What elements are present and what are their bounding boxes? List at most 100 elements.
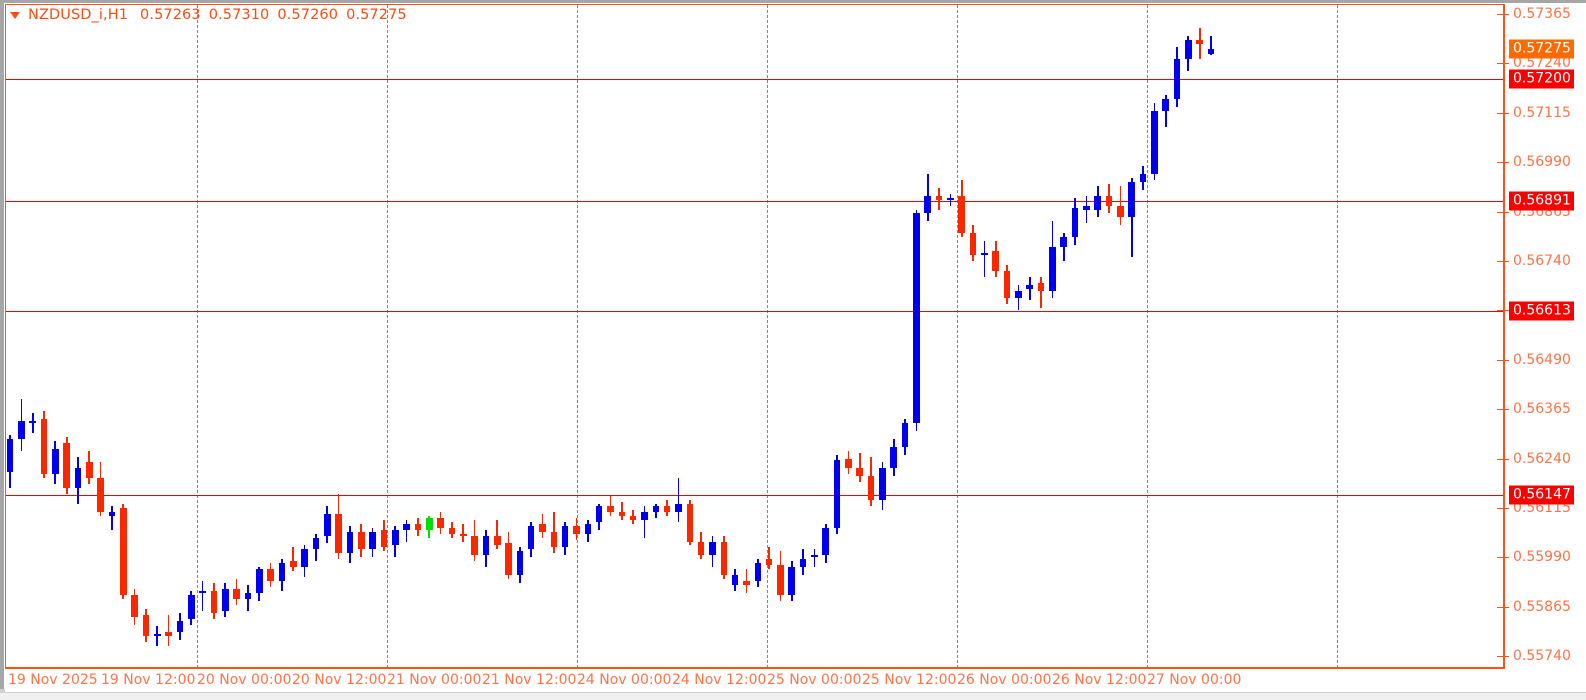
candle-body	[369, 531, 376, 550]
candle-wick	[745, 569, 748, 593]
candle-body	[1196, 39, 1203, 44]
candle-body	[74, 468, 82, 489]
candle-body	[901, 422, 909, 447]
price-tick	[1497, 656, 1503, 658]
price-level-tag[interactable]: 0.57200	[1509, 69, 1574, 89]
candle-body	[550, 531, 558, 548]
candle-wick	[1085, 195, 1088, 224]
candle-body	[1049, 247, 1056, 291]
time-axis[interactable]: 19 Nov 2025 19 Nov 12:00 20 Nov 00:00 20 No…	[5, 668, 1504, 692]
candle-body	[720, 541, 728, 576]
price-tick	[1497, 606, 1503, 608]
price-tick	[1497, 162, 1503, 164]
price-tick	[1497, 211, 1503, 213]
candle-body	[561, 525, 569, 548]
candle-body	[709, 541, 716, 556]
price-level-line[interactable]	[6, 201, 1503, 203]
candle-body	[391, 529, 399, 546]
price-level-line[interactable]	[6, 311, 1503, 313]
price-axis-label: 0.56365	[1513, 401, 1571, 418]
price-tick	[1497, 260, 1503, 262]
candle-wick	[111, 505, 113, 530]
candle-body	[833, 460, 841, 528]
candle-body	[1105, 195, 1113, 206]
price-tick	[1497, 63, 1503, 65]
time-axis-label: 26 Nov 12:00	[1052, 672, 1147, 688]
candle-body	[935, 195, 943, 200]
candle-body	[1117, 205, 1124, 218]
window-frame-top	[0, 0, 1586, 3]
price-level-line[interactable]	[6, 79, 1503, 81]
candle-wick	[292, 547, 295, 572]
candle-body	[1015, 290, 1022, 299]
candle-wick	[858, 452, 861, 483]
candle-body	[165, 632, 172, 637]
price-axis-tick	[1505, 656, 1509, 658]
candle-body	[1151, 110, 1158, 174]
candle-body	[52, 448, 59, 475]
price-axis-label: 0.56740	[1513, 252, 1571, 269]
candle-body	[607, 505, 614, 512]
time-axis-corner	[1504, 668, 1586, 692]
quote-low: 0.57260	[277, 7, 339, 23]
candle-wick	[156, 626, 159, 647]
candle-body	[267, 569, 274, 582]
time-axis-label: 25 Nov 12:00	[862, 672, 957, 688]
candle-body	[301, 549, 308, 568]
candle-wick	[1198, 27, 1201, 60]
price-tick	[1497, 112, 1503, 114]
candle-body	[1071, 207, 1079, 238]
candle-body	[278, 563, 286, 582]
candle-body	[403, 523, 410, 530]
candle-body	[697, 541, 705, 556]
candle-body	[516, 551, 524, 576]
candle-body	[210, 590, 218, 613]
candle-wick	[677, 478, 680, 522]
candle-body	[595, 505, 603, 522]
price-axis[interactable]: 0.55740 0.55865 0.55990 0.56115 0.56240 0.563…	[1504, 4, 1586, 669]
candle-body	[18, 420, 25, 439]
chart-plot-area[interactable]	[6, 5, 1503, 667]
candle-wick	[462, 523, 465, 542]
candle-body	[176, 620, 184, 633]
price-axis-label: 0.55990	[1513, 549, 1571, 566]
price-level-tag[interactable]: 0.56147	[1509, 485, 1574, 505]
price-axis-label: 0.57240	[1513, 55, 1571, 72]
candle-body	[913, 213, 920, 423]
candle-body	[822, 527, 830, 556]
quote-close: 0.57275	[346, 7, 407, 23]
triangle-down-icon[interactable]	[10, 11, 20, 19]
candle-body	[1128, 181, 1135, 218]
candle-body	[471, 535, 478, 556]
time-axis-label: 24 Nov 12:00	[672, 672, 767, 688]
price-level-tag[interactable]: 0.56891	[1509, 191, 1574, 211]
candle-body	[845, 458, 852, 469]
chart-header: NZDUSD_i,H1 0.57263 0.57310 0.57260 0.57…	[10, 7, 408, 23]
price-level-line[interactable]	[6, 495, 1503, 497]
candle-body	[323, 513, 331, 536]
price-level-tag[interactable]: 0.56613	[1509, 301, 1574, 321]
candle-body	[312, 537, 320, 550]
candle-body	[867, 476, 875, 500]
price-axis-tick	[1505, 63, 1509, 65]
price-axis-tick	[1505, 557, 1509, 559]
price-axis-tick	[1505, 211, 1509, 213]
candle-wick	[813, 549, 816, 568]
candle-body	[414, 523, 422, 530]
current-price-tag[interactable]: 0.57275	[1509, 39, 1574, 59]
candle-body	[335, 513, 342, 554]
price-tick	[1497, 557, 1503, 559]
time-axis-label: 26 Nov 00:00	[957, 672, 1052, 688]
vertical-gridline	[1337, 5, 1338, 667]
candle-wick	[643, 505, 646, 538]
time-axis-label: 25 Nov 00:00	[767, 672, 862, 688]
candle-body	[97, 478, 104, 512]
candle-body	[641, 511, 648, 520]
candle-body	[1060, 237, 1067, 248]
quote-open: 0.57263	[140, 7, 201, 23]
time-axis-label: 19 Nov 2025	[8, 672, 98, 688]
candle-body	[244, 592, 252, 599]
price-axis-label: 0.56990	[1513, 154, 1571, 171]
vertical-gridline	[577, 5, 578, 667]
candle-wick	[496, 519, 499, 550]
